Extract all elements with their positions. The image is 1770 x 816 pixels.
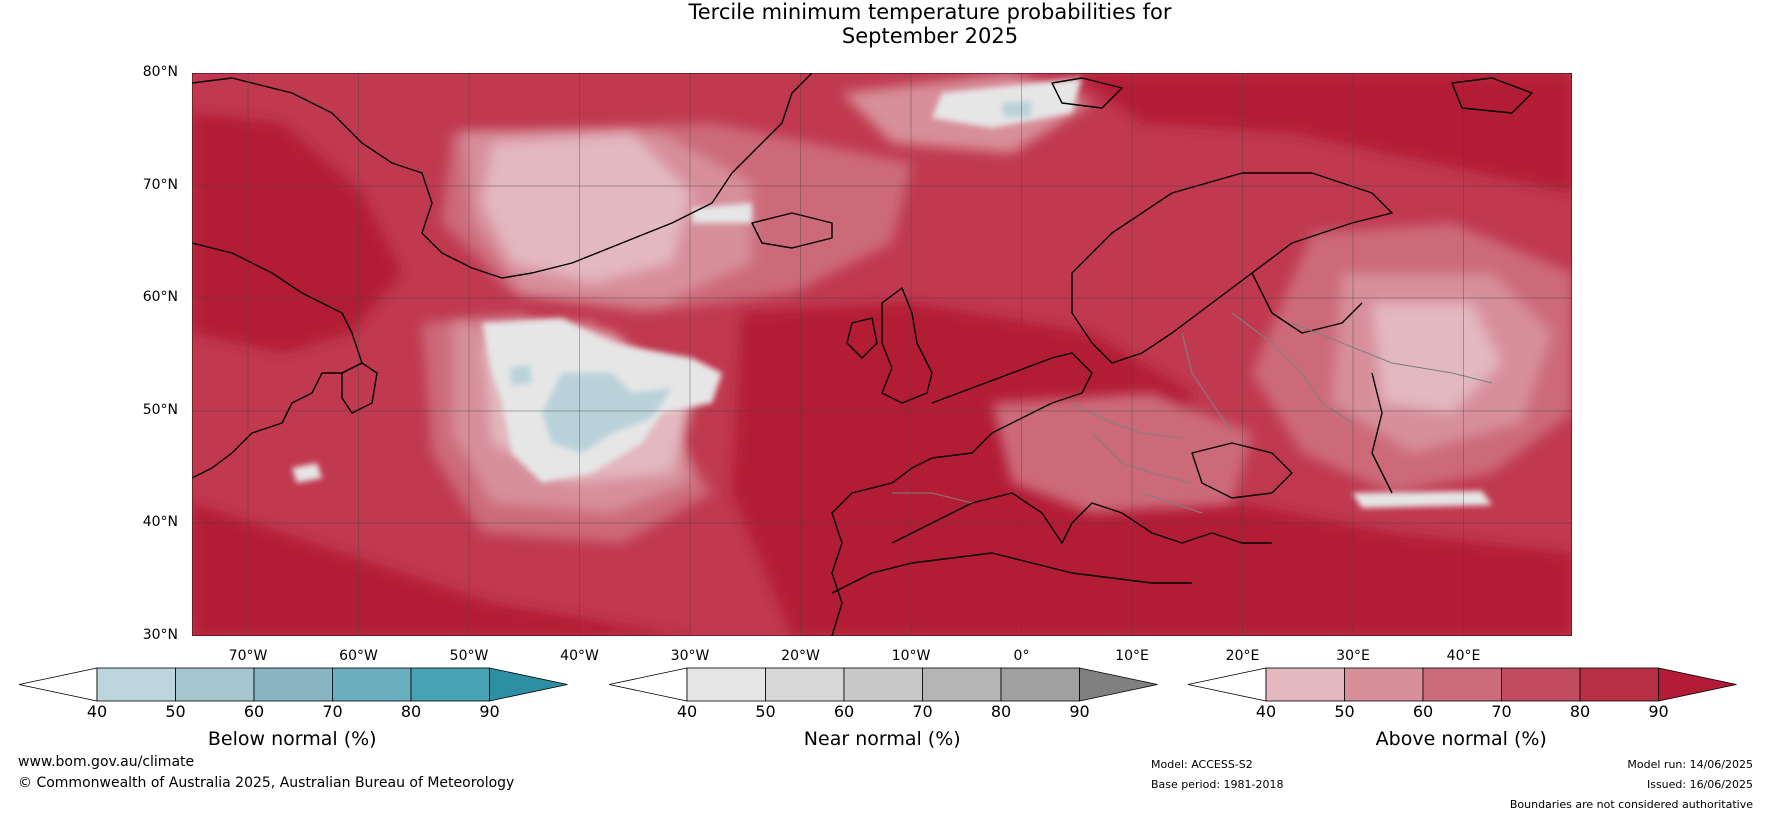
colorbar-segment: [1000, 667, 1080, 702]
title-line-2: September 2025: [841, 24, 1019, 48]
colorbar-tick-label: 40: [86, 702, 108, 721]
lat-tick-label: 40°N: [142, 514, 178, 530]
colorbar-segment: [332, 667, 412, 702]
lat-tick-label: 30°N: [142, 627, 178, 643]
lon-tick-label: 10°W: [891, 648, 931, 664]
lon-tick-label: 40°W: [560, 648, 599, 664]
colorbar-extend-high: [489, 667, 568, 702]
colorbar-segment: [1265, 667, 1345, 702]
colorbar-segment: [765, 667, 845, 702]
colorbar-tick-label: 60: [243, 702, 265, 721]
colorbar-label-above: Above normal (%): [1375, 728, 1547, 750]
colorbar-extend-high: [1658, 667, 1737, 702]
colorbar-extend-high: [1079, 667, 1158, 702]
colorbar-near: [608, 667, 1158, 702]
footer-website: www.bom.gov.au/climate: [18, 754, 195, 770]
colorbar-extend-low: [1187, 667, 1267, 702]
colorbar-segment: [410, 667, 490, 702]
lon-tick-label: 70°W: [228, 648, 268, 664]
lat-tick-label: 80°N: [142, 64, 178, 80]
colorbar-segment: [686, 667, 766, 702]
lon-tick-label: 20°E: [1225, 648, 1260, 664]
colorbar-segment: [175, 667, 255, 702]
lon-tick-label: 50°W: [449, 648, 489, 664]
graticule: [192, 73, 1572, 636]
lon-tick-label: 40°E: [1446, 648, 1481, 664]
title-line-1: Tercile minimum temperature probabilitie…: [688, 0, 1172, 24]
footer-model-run: Model run: 14/06/2025: [1627, 758, 1753, 771]
map-canvas: [191, 72, 1573, 637]
colorbar-segment: [253, 667, 333, 702]
footer-base-period: Base period: 1981-2018: [1151, 778, 1284, 791]
colorbar-tick-label: 90: [1069, 702, 1090, 721]
chart-title: Tercile minimum temperature probabilitie…: [0, 0, 1770, 48]
colorbar-label-near: Near normal (%): [803, 728, 961, 750]
map-panel: [191, 72, 1573, 637]
colorbar-tick-label: 80: [1569, 702, 1591, 721]
colorbar-segment: [1344, 667, 1424, 702]
colorbar-tick-label: 40: [1255, 702, 1277, 721]
lon-tick-label: 30°E: [1336, 648, 1370, 664]
colorbar-extend-low: [608, 667, 688, 702]
above-90-zones: [192, 73, 1572, 636]
colorbar-tick-label: 50: [1334, 702, 1355, 721]
footer-issued: Issued: 16/06/2025: [1646, 778, 1753, 791]
footer-disclaimer: Boundaries are not considered authoritat…: [1509, 798, 1753, 811]
colorbar-tick-label: 90: [479, 702, 500, 721]
colorbar-segment: [843, 667, 923, 702]
lon-tick-label: 0°: [1013, 648, 1030, 664]
lon-tick-label: 10°E: [1115, 648, 1149, 664]
colorbar-tick-label: 70: [1491, 702, 1512, 721]
colorbar-tick-label: 50: [165, 702, 186, 721]
colorbar-tick-label: 60: [833, 702, 855, 721]
colorbar-tick-label: 70: [912, 702, 933, 721]
lon-tick-label: 60°W: [339, 648, 378, 664]
colorbar-tick-label: 80: [990, 702, 1012, 721]
colorbar-tick-label: 50: [755, 702, 776, 721]
colorbar-segment: [1501, 667, 1581, 702]
colorbar-below: [18, 667, 568, 702]
footer-copyright: © Commonwealth of Australia 2025, Austra…: [18, 775, 515, 791]
lon-tick-label: 30°W: [670, 648, 710, 664]
colorbar-label-below: Below normal (%): [207, 728, 377, 750]
colorbar-tick-label: 90: [1648, 702, 1669, 721]
colorbar-segment: [1422, 667, 1502, 702]
lat-tick-label: 60°N: [142, 289, 178, 305]
colorbar-extend-low: [18, 667, 98, 702]
colorbar-tick-label: 70: [322, 702, 343, 721]
footer-model: Model: ACCESS-S2: [1151, 758, 1253, 771]
colorbar-segment: [1579, 667, 1659, 702]
country-borders: [892, 312, 1493, 514]
colorbar-segment: [96, 667, 176, 702]
lon-tick-label: 20°W: [781, 648, 820, 664]
colorbar-tick-label: 60: [1412, 702, 1434, 721]
colorbar-above: [1187, 667, 1737, 702]
lat-tick-label: 70°N: [142, 177, 178, 193]
colorbar-tick-label: 40: [676, 702, 698, 721]
lat-tick-label: 50°N: [142, 402, 178, 418]
colorbar-segment: [922, 667, 1002, 702]
below-normal-zones: [510, 101, 1032, 453]
colorbar-tick-label: 80: [400, 702, 422, 721]
